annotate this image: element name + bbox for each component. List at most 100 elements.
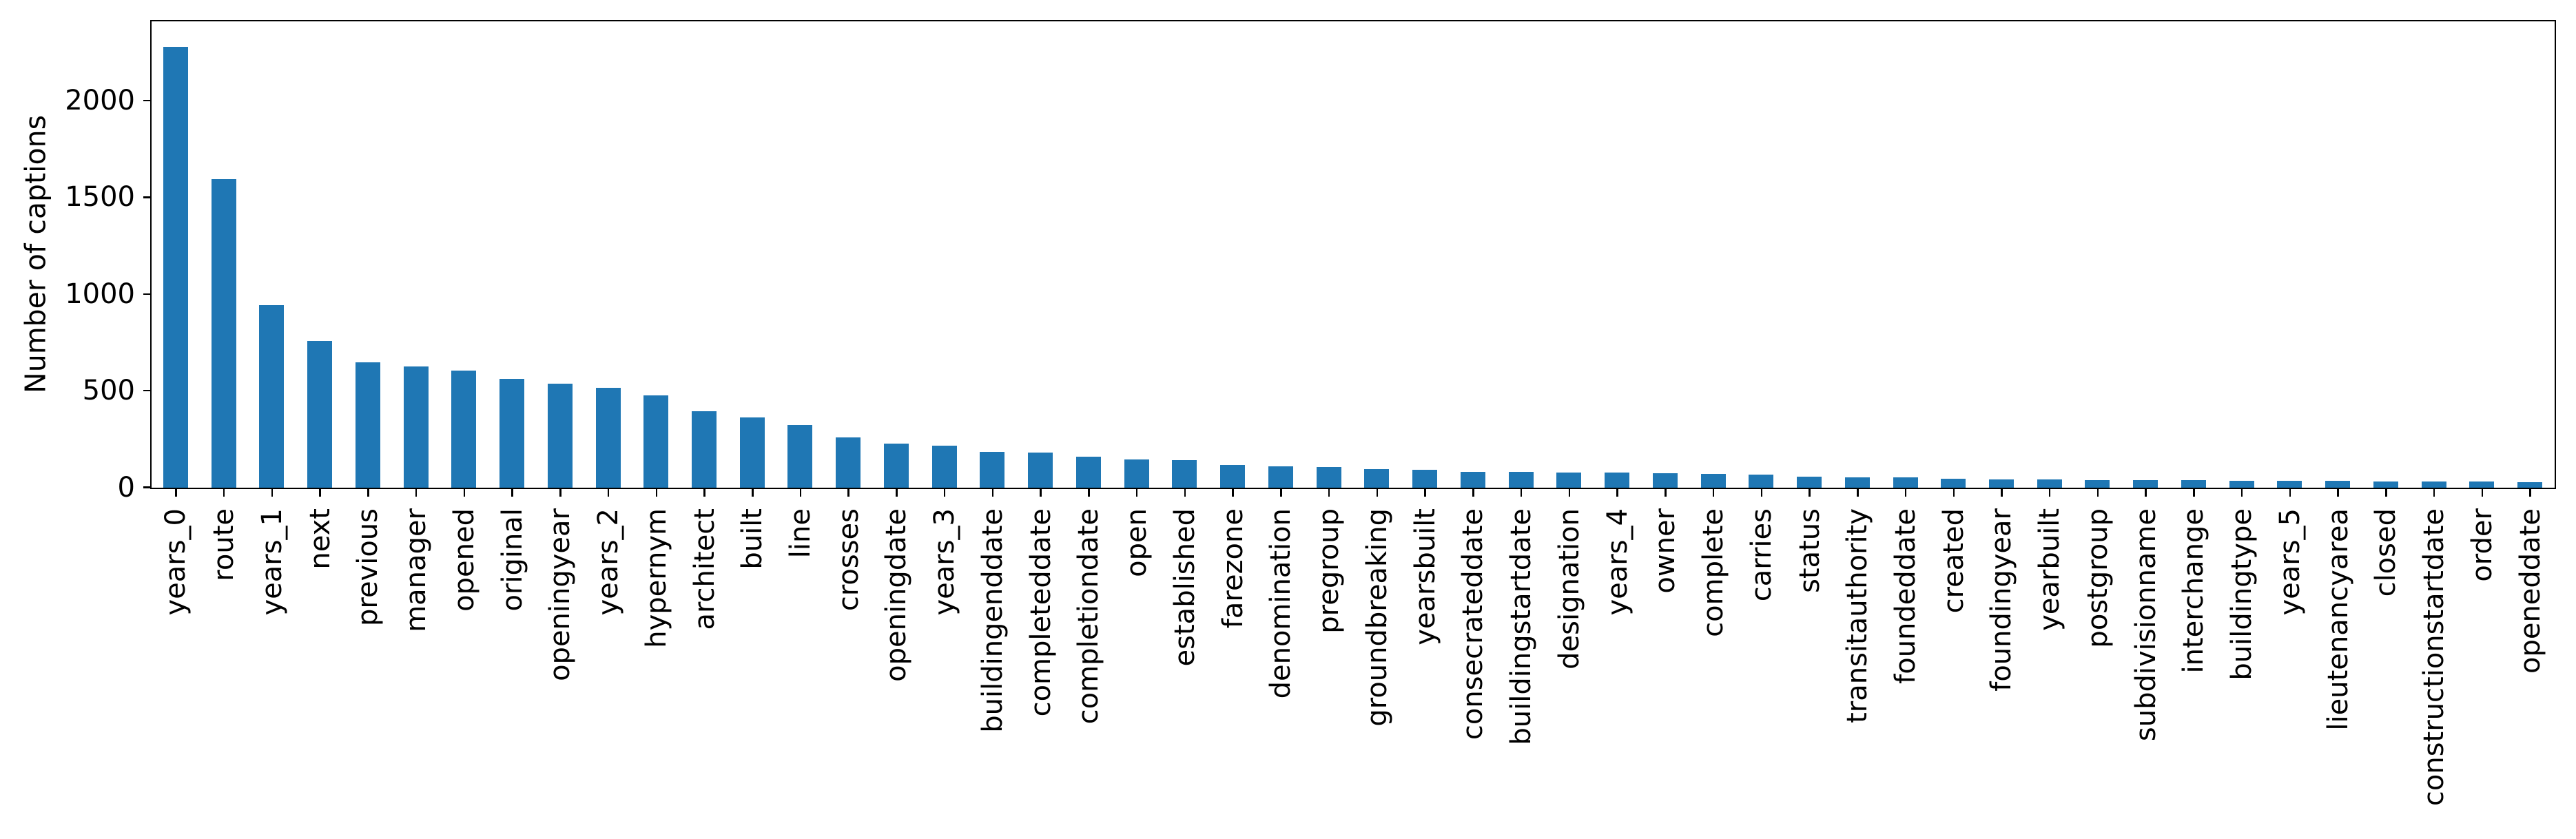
x-axis-tick <box>2481 489 2484 497</box>
x-tick-label: status <box>1793 508 1826 593</box>
bar <box>1412 470 1438 488</box>
y-axis-tick <box>143 486 150 488</box>
x-tick-label: next <box>304 508 336 570</box>
bar <box>1893 477 1918 488</box>
x-axis-tick <box>2289 489 2291 497</box>
x-axis-tick <box>1712 489 1715 497</box>
x-tick-label: manager <box>400 508 433 632</box>
x-axis-tick <box>511 489 513 497</box>
bar <box>1028 452 1053 488</box>
x-tick-label: openingdate <box>880 508 913 682</box>
x-tick-label: completiondate <box>1073 508 1105 724</box>
x-axis-tick <box>415 489 418 497</box>
bar <box>2085 479 2110 488</box>
bar <box>2373 481 2398 488</box>
x-axis-tick <box>991 489 994 497</box>
x-axis-tick <box>1040 489 1042 497</box>
y-axis-tick <box>143 196 150 198</box>
x-tick-label: designation <box>1553 508 1585 670</box>
x-axis-tick <box>223 489 225 497</box>
bar <box>739 417 765 488</box>
bar <box>2325 480 2351 488</box>
x-tick-label: transitauthority <box>1842 508 1874 723</box>
y-axis-tick <box>143 99 150 102</box>
x-tick-label: owner <box>1649 508 1682 594</box>
x-tick-label: created <box>1937 508 1970 613</box>
x-axis-tick <box>1952 489 1955 497</box>
x-axis-tick <box>1616 489 1618 497</box>
x-tick-label: yearsbuilt <box>1409 508 1441 645</box>
x-axis-tick <box>2529 489 2531 497</box>
x-axis-tick <box>752 489 754 497</box>
x-tick-label: interchange <box>2178 508 2210 674</box>
y-tick-label: 0 <box>117 471 135 504</box>
bar <box>1460 471 1485 488</box>
x-tick-label: years_1 <box>256 508 288 616</box>
bar <box>355 362 380 488</box>
x-tick-label: previous <box>352 508 384 626</box>
bar <box>2133 480 2158 488</box>
bar <box>499 379 525 488</box>
x-tick-label: original <box>496 508 528 612</box>
bar <box>595 387 621 488</box>
bar <box>931 446 957 488</box>
bar <box>2277 480 2302 488</box>
x-axis-tick <box>2385 489 2387 497</box>
bar <box>2229 480 2254 488</box>
bar <box>547 383 573 488</box>
x-tick-label: subdivisionname <box>2130 508 2162 741</box>
x-axis-tick <box>463 489 466 497</box>
x-axis-tick <box>703 489 705 497</box>
x-axis-tick <box>2337 489 2339 497</box>
bar <box>1316 466 1341 488</box>
x-axis-tick <box>1424 489 1426 497</box>
x-axis-tick <box>175 489 177 497</box>
x-tick-label: years_4 <box>1601 508 1634 616</box>
x-tick-label: open <box>1121 508 1153 577</box>
x-tick-label: route <box>208 508 240 581</box>
x-axis-tick <box>319 489 321 497</box>
x-tick-label: built <box>736 508 769 570</box>
bar <box>2181 480 2206 488</box>
x-axis-tick <box>1328 489 1330 497</box>
x-axis-tick <box>2193 489 2195 497</box>
x-tick-label: groundbreaking <box>1361 508 1393 727</box>
x-axis-tick <box>271 489 274 497</box>
x-axis-tick <box>1088 489 1090 497</box>
x-axis-tick <box>847 489 849 497</box>
x-tick-label: years_3 <box>929 508 961 616</box>
bar <box>980 452 1005 488</box>
bar <box>1268 466 1293 488</box>
x-axis-tick <box>1809 489 1811 497</box>
x-tick-label: postgroup <box>2081 508 2114 648</box>
x-axis-tick <box>1232 489 1234 497</box>
bar <box>403 366 429 488</box>
x-tick-label: hypernym <box>640 508 672 648</box>
bar <box>692 411 717 488</box>
x-tick-label: carries <box>1745 508 1778 601</box>
x-tick-label: opened <box>448 508 480 612</box>
x-axis-tick <box>1520 489 1523 497</box>
x-tick-label: foundeddate <box>1890 508 1921 684</box>
x-tick-label: farezone <box>1217 508 1249 628</box>
bar <box>1220 464 1246 488</box>
x-axis-tick <box>2048 489 2051 497</box>
bar <box>1508 471 1534 488</box>
x-tick-label: years_5 <box>2274 508 2306 616</box>
bar <box>1124 459 1149 488</box>
x-tick-label: lieutenancyarea <box>2322 508 2354 731</box>
bar <box>163 46 188 488</box>
x-tick-label: order <box>2466 508 2498 582</box>
x-axis-tick <box>1760 489 1763 497</box>
x-tick-label: buildingtype <box>2226 508 2258 681</box>
x-tick-label: architect <box>688 508 721 630</box>
bar <box>2421 481 2446 488</box>
x-tick-label: consecrateddate <box>1457 508 1490 740</box>
x-axis-tick <box>559 489 561 497</box>
x-tick-label: years_2 <box>593 508 625 616</box>
x-axis-tick <box>1376 489 1379 497</box>
x-tick-label: pregroup <box>1313 508 1346 634</box>
bar <box>1797 477 1822 488</box>
bar <box>643 395 669 488</box>
